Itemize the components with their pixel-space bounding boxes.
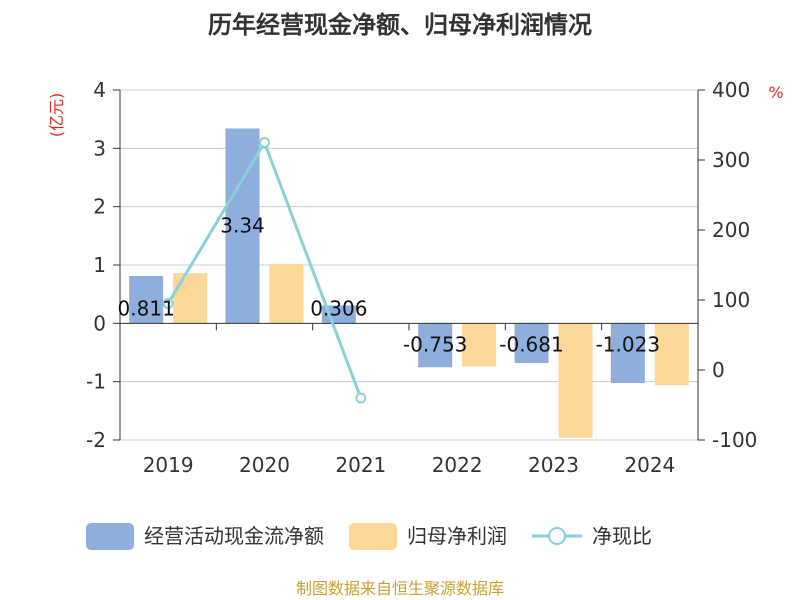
x-tick-label: 2024 xyxy=(624,453,675,477)
bar-net-profit xyxy=(462,323,497,367)
bar-net-profit xyxy=(654,323,689,386)
bars xyxy=(129,128,689,438)
bar-operating-cashflow xyxy=(610,323,645,384)
legend-label: 经营活动现金流净额 xyxy=(144,524,324,548)
right-tick-label: 300 xyxy=(712,148,750,172)
ratio-point xyxy=(162,298,174,309)
bar-net-profit xyxy=(173,273,208,324)
x-tick-label: 2021 xyxy=(335,453,386,477)
legend-label: 净现比 xyxy=(592,524,652,548)
ratio-line xyxy=(162,137,367,404)
left-tick-label: -1 xyxy=(86,370,106,394)
legend[interactable]: 经营活动现金流净额 归母净利润 净现比 xyxy=(86,523,652,550)
grid xyxy=(120,89,698,441)
legend-marker xyxy=(548,527,566,545)
left-tick-label: 1 xyxy=(93,253,106,277)
data-label: -0.681 xyxy=(499,332,563,356)
right-tick-label: 200 xyxy=(712,218,750,242)
left-tick-label: -2 xyxy=(86,428,106,452)
data-labels: 0.811 3.34 0.306 -0.753 -0.681 -1.023 xyxy=(118,214,661,357)
left-tick-label: 0 xyxy=(93,311,106,335)
x-tick-label: 2023 xyxy=(528,453,579,477)
ratio-point xyxy=(355,392,367,404)
legend-item[interactable]: 归母净利润 xyxy=(349,523,507,550)
right-axis-unit: % xyxy=(768,83,783,102)
bar-operating-cashflow xyxy=(418,323,453,368)
bar-operating-cashflow xyxy=(514,323,549,364)
right-tick-label: 0 xyxy=(712,358,725,382)
axes: 4 3 2 1 0 -1 -2 400 300 200 100 0 -100 2019 2020 2021 20… xyxy=(47,78,784,477)
right-tick-label: 400 xyxy=(712,78,750,102)
left-axis-unit: (亿元) xyxy=(47,93,66,138)
left-tick-label: 4 xyxy=(93,78,106,102)
right-tick-label: 100 xyxy=(712,288,750,312)
data-label: -0.753 xyxy=(403,332,467,356)
left-tick-label: 3 xyxy=(93,136,106,160)
x-tick-label: 2019 xyxy=(143,453,194,477)
source-note: 制图数据来自恒生聚源数据库 xyxy=(296,579,504,598)
data-label: 3.34 xyxy=(220,214,265,238)
bar-net-profit xyxy=(558,323,593,438)
chart-title: 历年经营现金净额、归母净利润情况 xyxy=(208,11,592,39)
legend-swatch xyxy=(86,523,134,550)
data-label: 0.306 xyxy=(310,296,367,320)
ratio-line-path xyxy=(166,139,363,399)
x-tick-label: 2022 xyxy=(432,453,483,477)
legend-item[interactable]: 经营活动现金流净额 xyxy=(86,523,324,550)
ratio-point xyxy=(259,137,270,148)
legend-label: 归母净利润 xyxy=(407,524,507,548)
left-tick-label: 2 xyxy=(93,195,106,219)
data-label: -1.023 xyxy=(596,332,660,356)
bar-net-profit xyxy=(269,263,304,324)
data-label: 0.811 xyxy=(118,296,175,320)
legend-item[interactable]: 净现比 xyxy=(532,524,652,548)
legend-swatch xyxy=(349,523,397,550)
bar-operating-cashflow xyxy=(129,276,164,324)
right-tick-label: -100 xyxy=(712,428,757,452)
x-tick-label: 2020 xyxy=(239,453,290,477)
